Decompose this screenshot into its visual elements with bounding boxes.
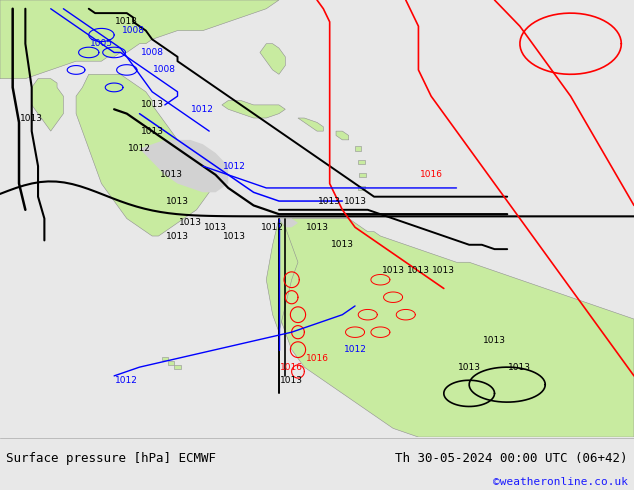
Polygon shape bbox=[298, 118, 323, 131]
Text: 1013: 1013 bbox=[115, 17, 138, 26]
Text: 1013: 1013 bbox=[344, 196, 366, 206]
Text: 1013: 1013 bbox=[508, 363, 531, 371]
Text: 1013: 1013 bbox=[141, 126, 164, 136]
Text: 1013: 1013 bbox=[318, 196, 341, 206]
Text: 1008: 1008 bbox=[122, 26, 145, 35]
Polygon shape bbox=[279, 219, 634, 437]
Text: 1012: 1012 bbox=[344, 345, 366, 354]
Polygon shape bbox=[0, 0, 279, 79]
Polygon shape bbox=[139, 140, 228, 192]
Polygon shape bbox=[174, 366, 181, 369]
Polygon shape bbox=[260, 44, 285, 74]
Text: 1013: 1013 bbox=[160, 171, 183, 179]
Text: 1013: 1013 bbox=[382, 267, 404, 275]
Polygon shape bbox=[168, 361, 174, 365]
Text: 1013: 1013 bbox=[223, 231, 246, 241]
Text: ©weatheronline.co.uk: ©weatheronline.co.uk bbox=[493, 477, 628, 488]
Text: 1013: 1013 bbox=[166, 231, 189, 241]
Text: Surface pressure [hPa] ECMWF: Surface pressure [hPa] ECMWF bbox=[6, 452, 216, 465]
Text: 1013: 1013 bbox=[179, 219, 202, 227]
Text: 1013: 1013 bbox=[407, 267, 430, 275]
Text: 1012: 1012 bbox=[191, 105, 214, 114]
Polygon shape bbox=[336, 131, 349, 140]
Polygon shape bbox=[32, 79, 63, 131]
Text: Th 30-05-2024 00:00 UTC (06+42): Th 30-05-2024 00:00 UTC (06+42) bbox=[395, 452, 628, 465]
Text: 1013: 1013 bbox=[306, 223, 328, 232]
Text: 1012: 1012 bbox=[261, 223, 284, 232]
Text: 1013: 1013 bbox=[20, 114, 43, 122]
Polygon shape bbox=[279, 219, 298, 227]
Polygon shape bbox=[266, 219, 298, 332]
Text: 1005: 1005 bbox=[90, 39, 113, 48]
Text: 1013: 1013 bbox=[141, 100, 164, 109]
Text: 1012: 1012 bbox=[223, 162, 246, 171]
Text: 1013: 1013 bbox=[166, 196, 189, 206]
Text: 1013: 1013 bbox=[280, 376, 303, 385]
Text: 1016: 1016 bbox=[420, 171, 443, 179]
Text: 1016: 1016 bbox=[306, 354, 328, 363]
Text: 1012: 1012 bbox=[115, 376, 138, 385]
Text: 1013: 1013 bbox=[331, 240, 354, 249]
Text: 1013: 1013 bbox=[432, 267, 455, 275]
Polygon shape bbox=[358, 160, 365, 164]
Polygon shape bbox=[222, 100, 285, 118]
Text: 1008: 1008 bbox=[153, 66, 176, 74]
Polygon shape bbox=[162, 357, 168, 360]
Text: 1008: 1008 bbox=[141, 48, 164, 57]
Polygon shape bbox=[359, 172, 366, 177]
Polygon shape bbox=[355, 147, 361, 151]
Text: 1013: 1013 bbox=[458, 363, 481, 371]
Text: 1016: 1016 bbox=[280, 363, 303, 371]
Polygon shape bbox=[358, 186, 365, 190]
Polygon shape bbox=[76, 74, 209, 236]
Text: 1013: 1013 bbox=[204, 223, 227, 232]
Text: 1013: 1013 bbox=[483, 337, 506, 345]
Text: 1012: 1012 bbox=[128, 144, 151, 153]
